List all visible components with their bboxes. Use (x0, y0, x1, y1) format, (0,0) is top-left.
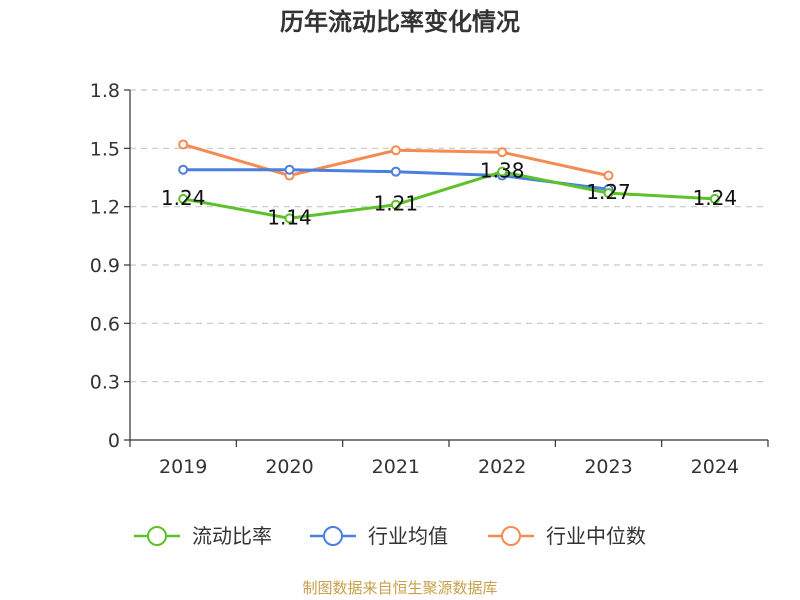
y-tick-label: 1.2 (90, 197, 120, 219)
legend-marker (323, 526, 343, 546)
data-labels: 1.24 1.14 1.21 1.38 1.27 1.24 (161, 159, 737, 230)
grid-lines (130, 89, 768, 383)
y-tick-label: 0.3 (90, 372, 120, 394)
x-tick-label: 2022 (478, 456, 526, 478)
data-point (497, 166, 508, 177)
data-point (178, 139, 189, 150)
data-label: 1.27 (586, 180, 631, 204)
y-tick-label: 0 (108, 430, 120, 452)
data-label: 1.14 (267, 205, 312, 229)
data-label: 1.24 (161, 186, 206, 210)
data-point (390, 145, 401, 156)
data-point (178, 193, 189, 204)
data-point (497, 147, 508, 158)
x-tick-label: 2024 (691, 456, 739, 478)
legend[interactable]: 流动比率 行业均值 行业中位数 (134, 524, 646, 548)
x-tick-label: 2019 (159, 456, 207, 478)
legend-item-2[interactable]: 行业均值 (310, 524, 448, 548)
data-point (390, 166, 401, 177)
chart-title: 历年流动比率变化情况 (280, 8, 520, 36)
axes: 0 0.3 0.6 0.9 1.2 1.5 1.8 2019 2020 2021 2022 2023 2… (90, 80, 769, 478)
x-tick-label: 2021 (372, 456, 420, 478)
data-point (603, 170, 614, 181)
x-tick-label: 2023 (584, 456, 632, 478)
data-point (284, 164, 295, 175)
data-point (178, 164, 189, 175)
y-tick-label: 1.8 (90, 80, 120, 102)
legend-label: 流动比率 (192, 524, 272, 548)
legend-item-3[interactable]: 行业中位数 (488, 524, 646, 548)
data-label: 1.21 (374, 192, 419, 216)
legend-marker (501, 526, 521, 546)
legend-label: 行业均值 (368, 524, 448, 548)
legend-marker (147, 526, 167, 546)
series-line-1 (181, 170, 717, 220)
y-tick-label: 1.5 (90, 138, 120, 160)
y-tick-label: 0.6 (90, 313, 120, 335)
legend-item-1[interactable]: 流动比率 (134, 524, 272, 548)
data-point (603, 188, 614, 199)
data-label: 1.38 (480, 159, 525, 183)
y-tick-label: 0.9 (90, 255, 120, 277)
data-label: 1.24 (693, 186, 738, 210)
legend-label: 行业中位数 (546, 524, 646, 548)
x-tick-label: 2020 (265, 456, 313, 478)
data-point (284, 213, 295, 224)
data-point (709, 193, 720, 204)
series-lines (178, 139, 720, 224)
source-note: 制图数据来自恒生聚源数据库 (302, 579, 498, 597)
data-point (390, 199, 401, 210)
